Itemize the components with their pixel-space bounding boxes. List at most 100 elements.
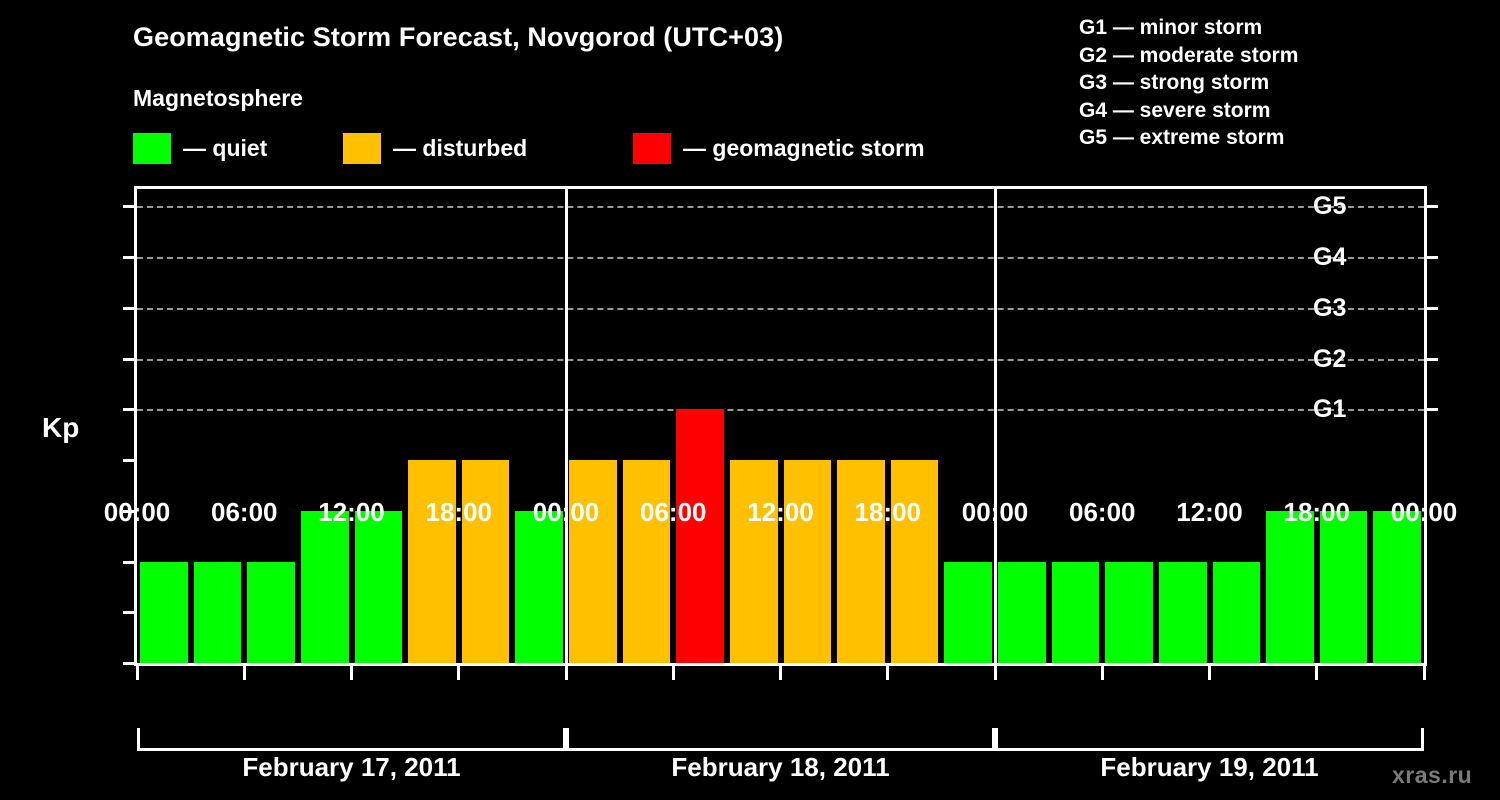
legend-label-storm: — geomagnetic storm	[683, 135, 925, 161]
x-axis-label: 00:00	[1390, 497, 1458, 527]
x-axis-label: 12:00	[747, 497, 814, 527]
x-tick	[457, 666, 461, 680]
y-tick-6	[123, 357, 134, 361]
bar-kp	[1319, 510, 1368, 663]
g-scale-line-2: G2 — moderate storm	[1079, 43, 1299, 67]
y-axis-right	[1424, 186, 1427, 666]
bar-kp	[408, 460, 456, 663]
legend-label-quiet: — quiet	[183, 135, 268, 161]
bar-kp	[998, 561, 1046, 663]
g-tick-G3	[1427, 306, 1438, 310]
y-tick-4	[123, 459, 134, 463]
g-scale-line-4: G4 — severe storm	[1079, 98, 1271, 122]
g-axis-label-G1: G1	[1313, 395, 1347, 424]
bar-kp	[1051, 561, 1100, 663]
bar-kp	[300, 510, 349, 663]
x-tick	[564, 666, 568, 680]
x-axis-label: 06:00	[640, 497, 707, 527]
x-axis-label: 00:00	[103, 497, 171, 527]
gridline-kp-8	[137, 257, 1424, 260]
bar-kp	[676, 409, 724, 663]
x-tick	[350, 666, 353, 680]
date-bracket	[137, 728, 566, 751]
y-tick-0	[123, 662, 134, 665]
legend-swatch-quiet	[133, 133, 171, 164]
bar-kp	[140, 561, 188, 663]
date-label: February 18, 2011	[671, 752, 890, 782]
bar-kp	[944, 561, 992, 663]
legend-swatch-storm	[633, 133, 671, 164]
date-label: February 19, 2011	[1100, 752, 1319, 782]
day-separator	[993, 186, 997, 663]
x-tick	[1208, 666, 1211, 680]
bar-kp	[1105, 561, 1153, 663]
g-tick-G5	[1427, 205, 1438, 209]
x-axis-label: 18:00	[854, 497, 922, 527]
x-tick	[135, 666, 139, 680]
bar-kp	[622, 460, 671, 663]
gridline-kp-7	[137, 307, 1424, 310]
g-scale-line-3: G3 — strong storm	[1079, 71, 1270, 94]
x-tick	[242, 666, 246, 680]
g-tick-G1	[1427, 408, 1438, 412]
y-tick-2	[123, 560, 134, 564]
g-scale-legend: G1 — minor storm G2 — moderate storm G3 — …	[1079, 14, 1298, 152]
x-axis-label: 12:00	[1176, 497, 1243, 527]
x-tick	[886, 666, 890, 680]
date-bracket	[566, 728, 995, 751]
x-tick	[671, 666, 675, 680]
bar-kp	[461, 460, 510, 663]
watermark: xras.ru	[1392, 762, 1473, 788]
x-axis-label: 18:00	[1283, 497, 1351, 527]
legend-swatch-disturbed	[343, 133, 381, 164]
x-axis-label: 06:00	[1069, 497, 1136, 527]
bar-kp	[1266, 510, 1314, 663]
y-tick-5	[123, 408, 134, 412]
x-axis-label: 18:00	[425, 497, 493, 527]
bar-kp	[354, 510, 403, 663]
date-bracket	[995, 728, 1424, 751]
y-tick-1	[123, 611, 134, 615]
magnetosphere-label: Magnetosphere	[133, 85, 303, 111]
bar-kp	[1158, 561, 1207, 663]
g-scale-line-1: G1 — minor storm	[1079, 16, 1263, 39]
x-tick	[1100, 666, 1104, 680]
g-scale-line-5: G5 — extreme storm	[1079, 126, 1285, 149]
x-tick	[1422, 666, 1426, 680]
legend-label-disturbed: — disturbed	[393, 135, 528, 161]
bar-kp	[193, 561, 242, 663]
bar-kp	[1373, 510, 1421, 663]
y-tick-8	[123, 256, 134, 260]
g-axis-label-G4: G4	[1313, 243, 1347, 272]
gridline-kp-9	[137, 206, 1424, 209]
y-axis-title: Kp	[42, 412, 80, 443]
x-axis	[134, 663, 1427, 666]
bar-kp	[837, 460, 885, 663]
bar-kp	[515, 510, 563, 663]
date-label: February 17, 2011	[242, 752, 461, 782]
plot-frame-top	[137, 186, 1424, 189]
bar-kp	[569, 460, 617, 663]
x-tick	[1315, 666, 1319, 680]
y-axis-left	[134, 186, 137, 666]
gridline-kp-6	[137, 358, 1424, 361]
g-tick-G2	[1427, 357, 1438, 361]
page-title: Geomagnetic Storm Forecast, Novgorod (UT…	[133, 22, 784, 52]
g-axis-label-G5: G5	[1313, 192, 1347, 221]
x-axis-label: 12:00	[318, 497, 385, 527]
x-tick	[779, 666, 782, 680]
x-axis-label: 00:00	[961, 497, 1029, 527]
x-axis-label: 06:00	[211, 497, 278, 527]
g-axis-label-G3: G3	[1313, 293, 1347, 322]
g-axis-label-G2: G2	[1313, 344, 1347, 373]
y-tick-3	[123, 509, 134, 513]
bar-kp	[729, 460, 778, 663]
y-tick-9	[123, 205, 134, 209]
day-separator	[564, 186, 568, 663]
g-tick-G4	[1427, 256, 1438, 260]
plot-area	[123, 186, 1438, 680]
gridline-kp-5	[137, 409, 1424, 412]
x-tick	[993, 666, 997, 680]
bar-kp	[247, 561, 295, 663]
